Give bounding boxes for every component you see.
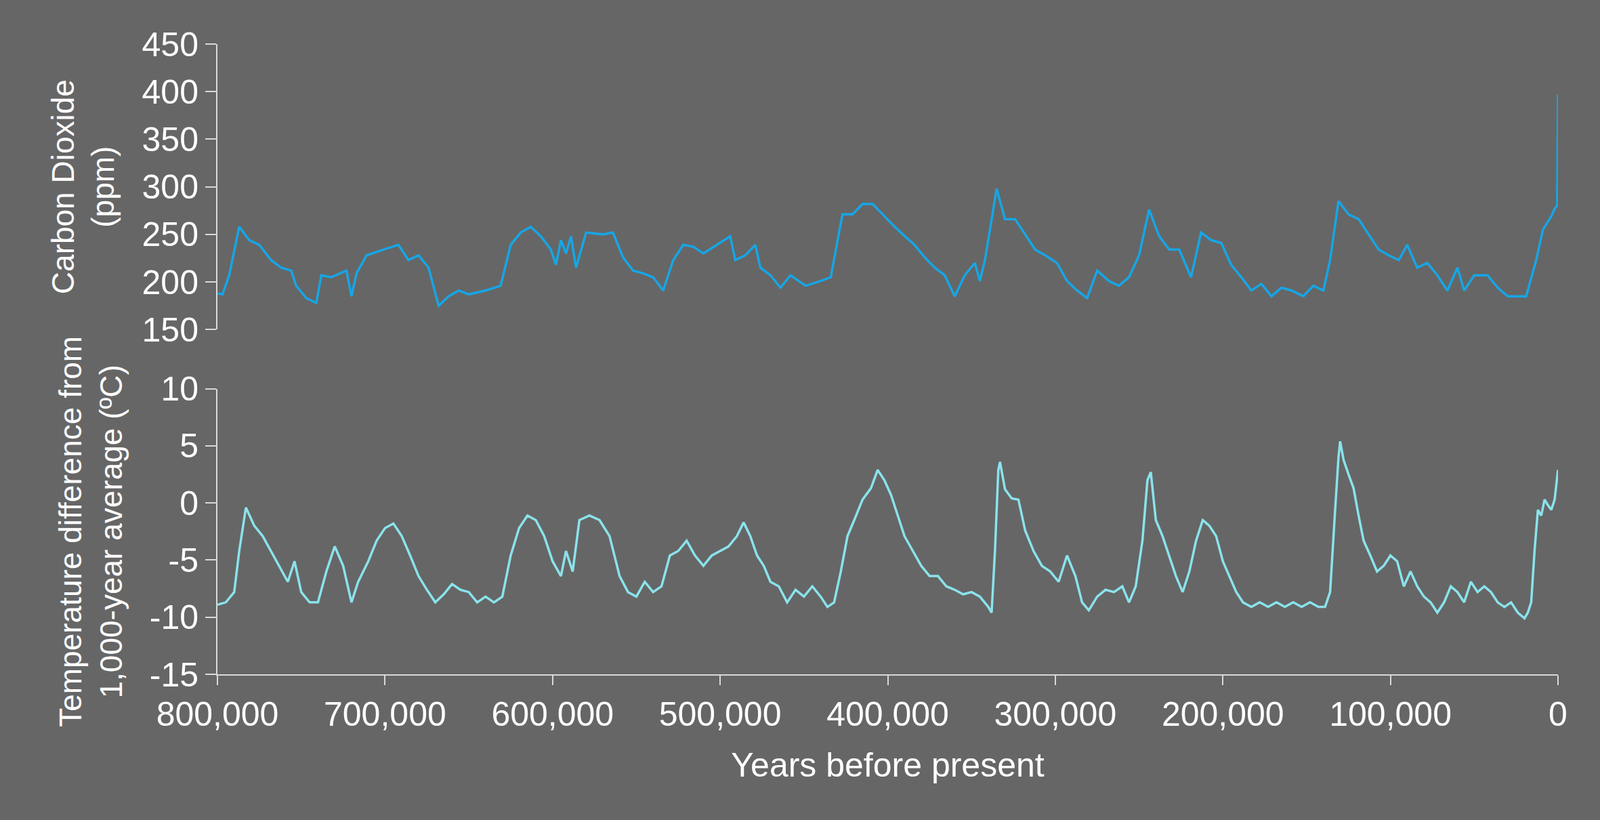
svg-text:300,000: 300,000	[993, 695, 1117, 733]
svg-text:100,000: 100,000	[1329, 695, 1452, 733]
svg-text:0: 0	[1548, 695, 1568, 733]
svg-text:-10: -10	[149, 598, 199, 637]
svg-text:200,000: 200,000	[1161, 695, 1285, 733]
svg-text:-15: -15	[149, 655, 199, 694]
svg-text:700,000: 700,000	[323, 695, 447, 733]
svg-text:Carbon Dioxide(ppm): Carbon Dioxide(ppm)	[45, 79, 122, 294]
svg-text:5: 5	[179, 426, 199, 465]
svg-text:300: 300	[142, 167, 199, 206]
svg-text:350: 350	[142, 120, 199, 159]
svg-text:500,000: 500,000	[659, 695, 782, 733]
svg-text:250: 250	[142, 215, 199, 254]
svg-text:Temperature difference from1,0: Temperature difference from1,000-year av…	[52, 335, 129, 727]
svg-text:-5: -5	[168, 541, 199, 580]
svg-text:150: 150	[142, 310, 199, 349]
svg-text:10: 10	[160, 369, 199, 408]
svg-text:0: 0	[179, 484, 199, 523]
svg-text:400: 400	[142, 73, 199, 112]
svg-text:600,000: 600,000	[491, 695, 614, 733]
svg-text:200: 200	[142, 263, 199, 302]
svg-text:400,000: 400,000	[826, 695, 950, 733]
svg-text:450: 450	[142, 25, 199, 64]
svg-text:800,000: 800,000	[156, 695, 280, 733]
svg-text:Years before present: Years before present	[730, 745, 1044, 784]
